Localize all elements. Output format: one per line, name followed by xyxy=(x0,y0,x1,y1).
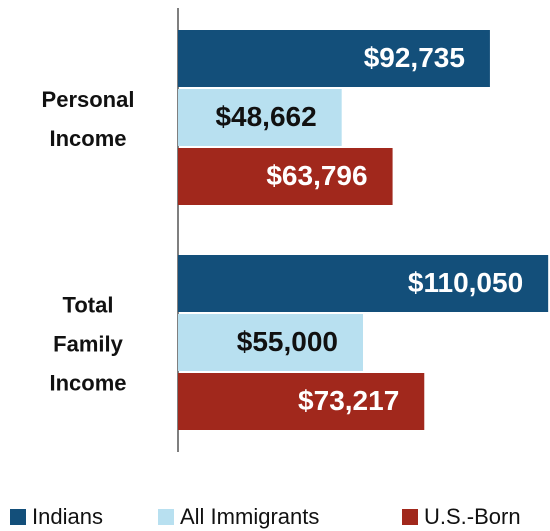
legend-swatch xyxy=(10,509,26,525)
legend-swatch xyxy=(402,509,418,525)
bar xyxy=(178,89,342,146)
bar xyxy=(178,255,549,312)
legend-label: U.S.-Born xyxy=(424,504,521,529)
value-label: $48,662 xyxy=(215,101,316,132)
category-label: Personal Income xyxy=(41,86,135,151)
bar xyxy=(178,30,490,87)
value-label: $110,050 xyxy=(408,267,523,298)
bar xyxy=(178,373,425,430)
category-label: Total Family Income xyxy=(49,292,127,395)
bar xyxy=(178,314,363,371)
bar xyxy=(178,148,393,205)
value-label: $55,000 xyxy=(237,326,338,357)
legend-swatch xyxy=(158,509,174,525)
value-label: $63,796 xyxy=(266,160,367,191)
legend-label: Indians xyxy=(32,504,103,529)
legend-label: All Immigrants xyxy=(180,504,319,529)
value-label: $92,735 xyxy=(364,42,465,73)
value-label: $73,217 xyxy=(298,385,399,416)
